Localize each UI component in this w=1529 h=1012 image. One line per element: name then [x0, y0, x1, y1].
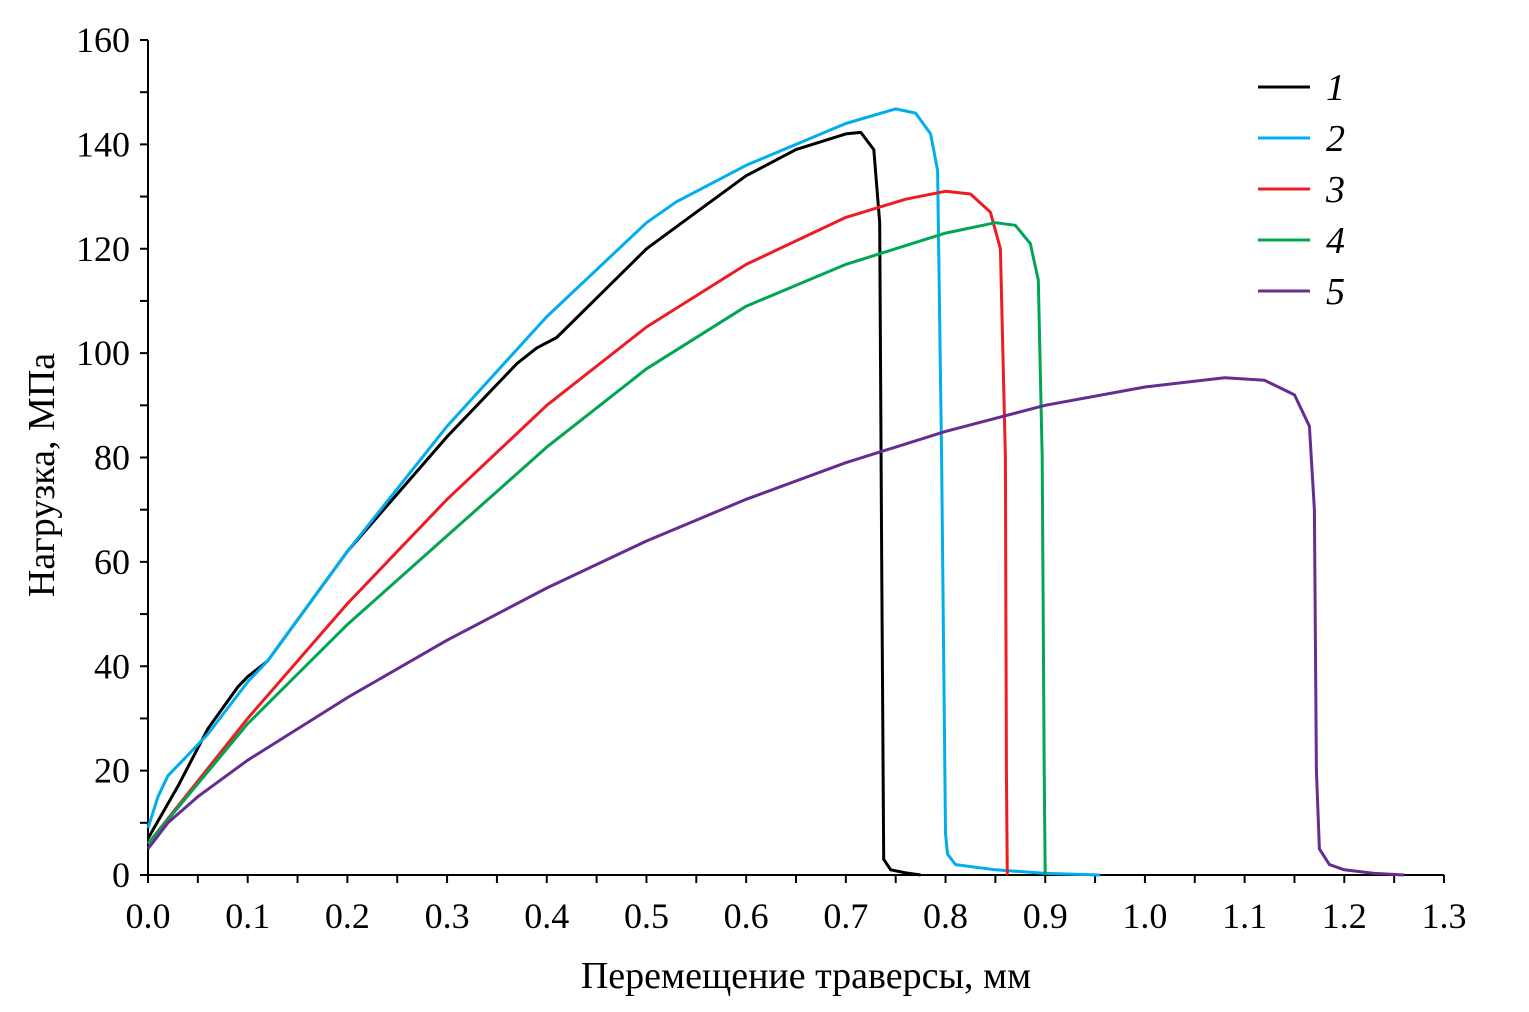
x-tick-label: 0.1	[225, 896, 270, 936]
y-tick-label: 0	[112, 855, 130, 895]
series-line-2	[146, 107, 1101, 877]
legend-label-5: 5	[1326, 271, 1345, 313]
series-group	[146, 107, 1405, 877]
x-tick-label: 0.8	[923, 896, 968, 936]
y-tick-label: 80	[94, 438, 130, 478]
x-tick-label: 0.7	[823, 896, 868, 936]
series-line-5	[146, 376, 1405, 877]
legend: 1 2 3 4 5	[1258, 67, 1345, 313]
y-tick-label: 160	[76, 20, 130, 60]
y-tick-label: 140	[76, 124, 130, 164]
y-tick-label: 120	[76, 229, 130, 269]
legend-label-2: 2	[1326, 118, 1345, 160]
x-tick-label: 0.2	[325, 896, 370, 936]
series-line-4	[146, 221, 1047, 876]
axes: 0.0 0.1 0.2 0.3 0.4 0.5 0.6 0.7 0.8 0.9 1.0 1.1 1.2 1…	[76, 20, 1467, 936]
x-tick-label: 0.0	[126, 896, 171, 936]
series-line-1	[146, 130, 921, 877]
y-tick-label: 40	[94, 646, 130, 686]
x-tick-label: 1.1	[1222, 896, 1267, 936]
y-tick-label: 20	[94, 751, 130, 791]
x-axis-title: Перемещение траверсы, мм	[581, 955, 1031, 997]
x-tick-label: 1.0	[1122, 896, 1167, 936]
x-tick-label: 1.3	[1422, 896, 1467, 936]
x-tick-label: 0.3	[425, 896, 470, 936]
x-tick-label: 0.4	[524, 896, 569, 936]
y-tick-label: 100	[76, 333, 130, 373]
x-tick-label: 0.9	[1023, 896, 1068, 936]
legend-label-3: 3	[1325, 169, 1345, 211]
series-line-3	[146, 189, 1009, 876]
x-tick-label: 0.6	[724, 896, 769, 936]
y-tick-label: 60	[94, 542, 130, 582]
legend-label-4: 4	[1326, 220, 1345, 262]
y-axis-title: Нагрузка, МПа	[21, 353, 63, 597]
legend-label-1: 1	[1326, 67, 1345, 109]
x-tick-label: 1.2	[1322, 896, 1367, 936]
x-tick-label: 0.5	[624, 896, 669, 936]
